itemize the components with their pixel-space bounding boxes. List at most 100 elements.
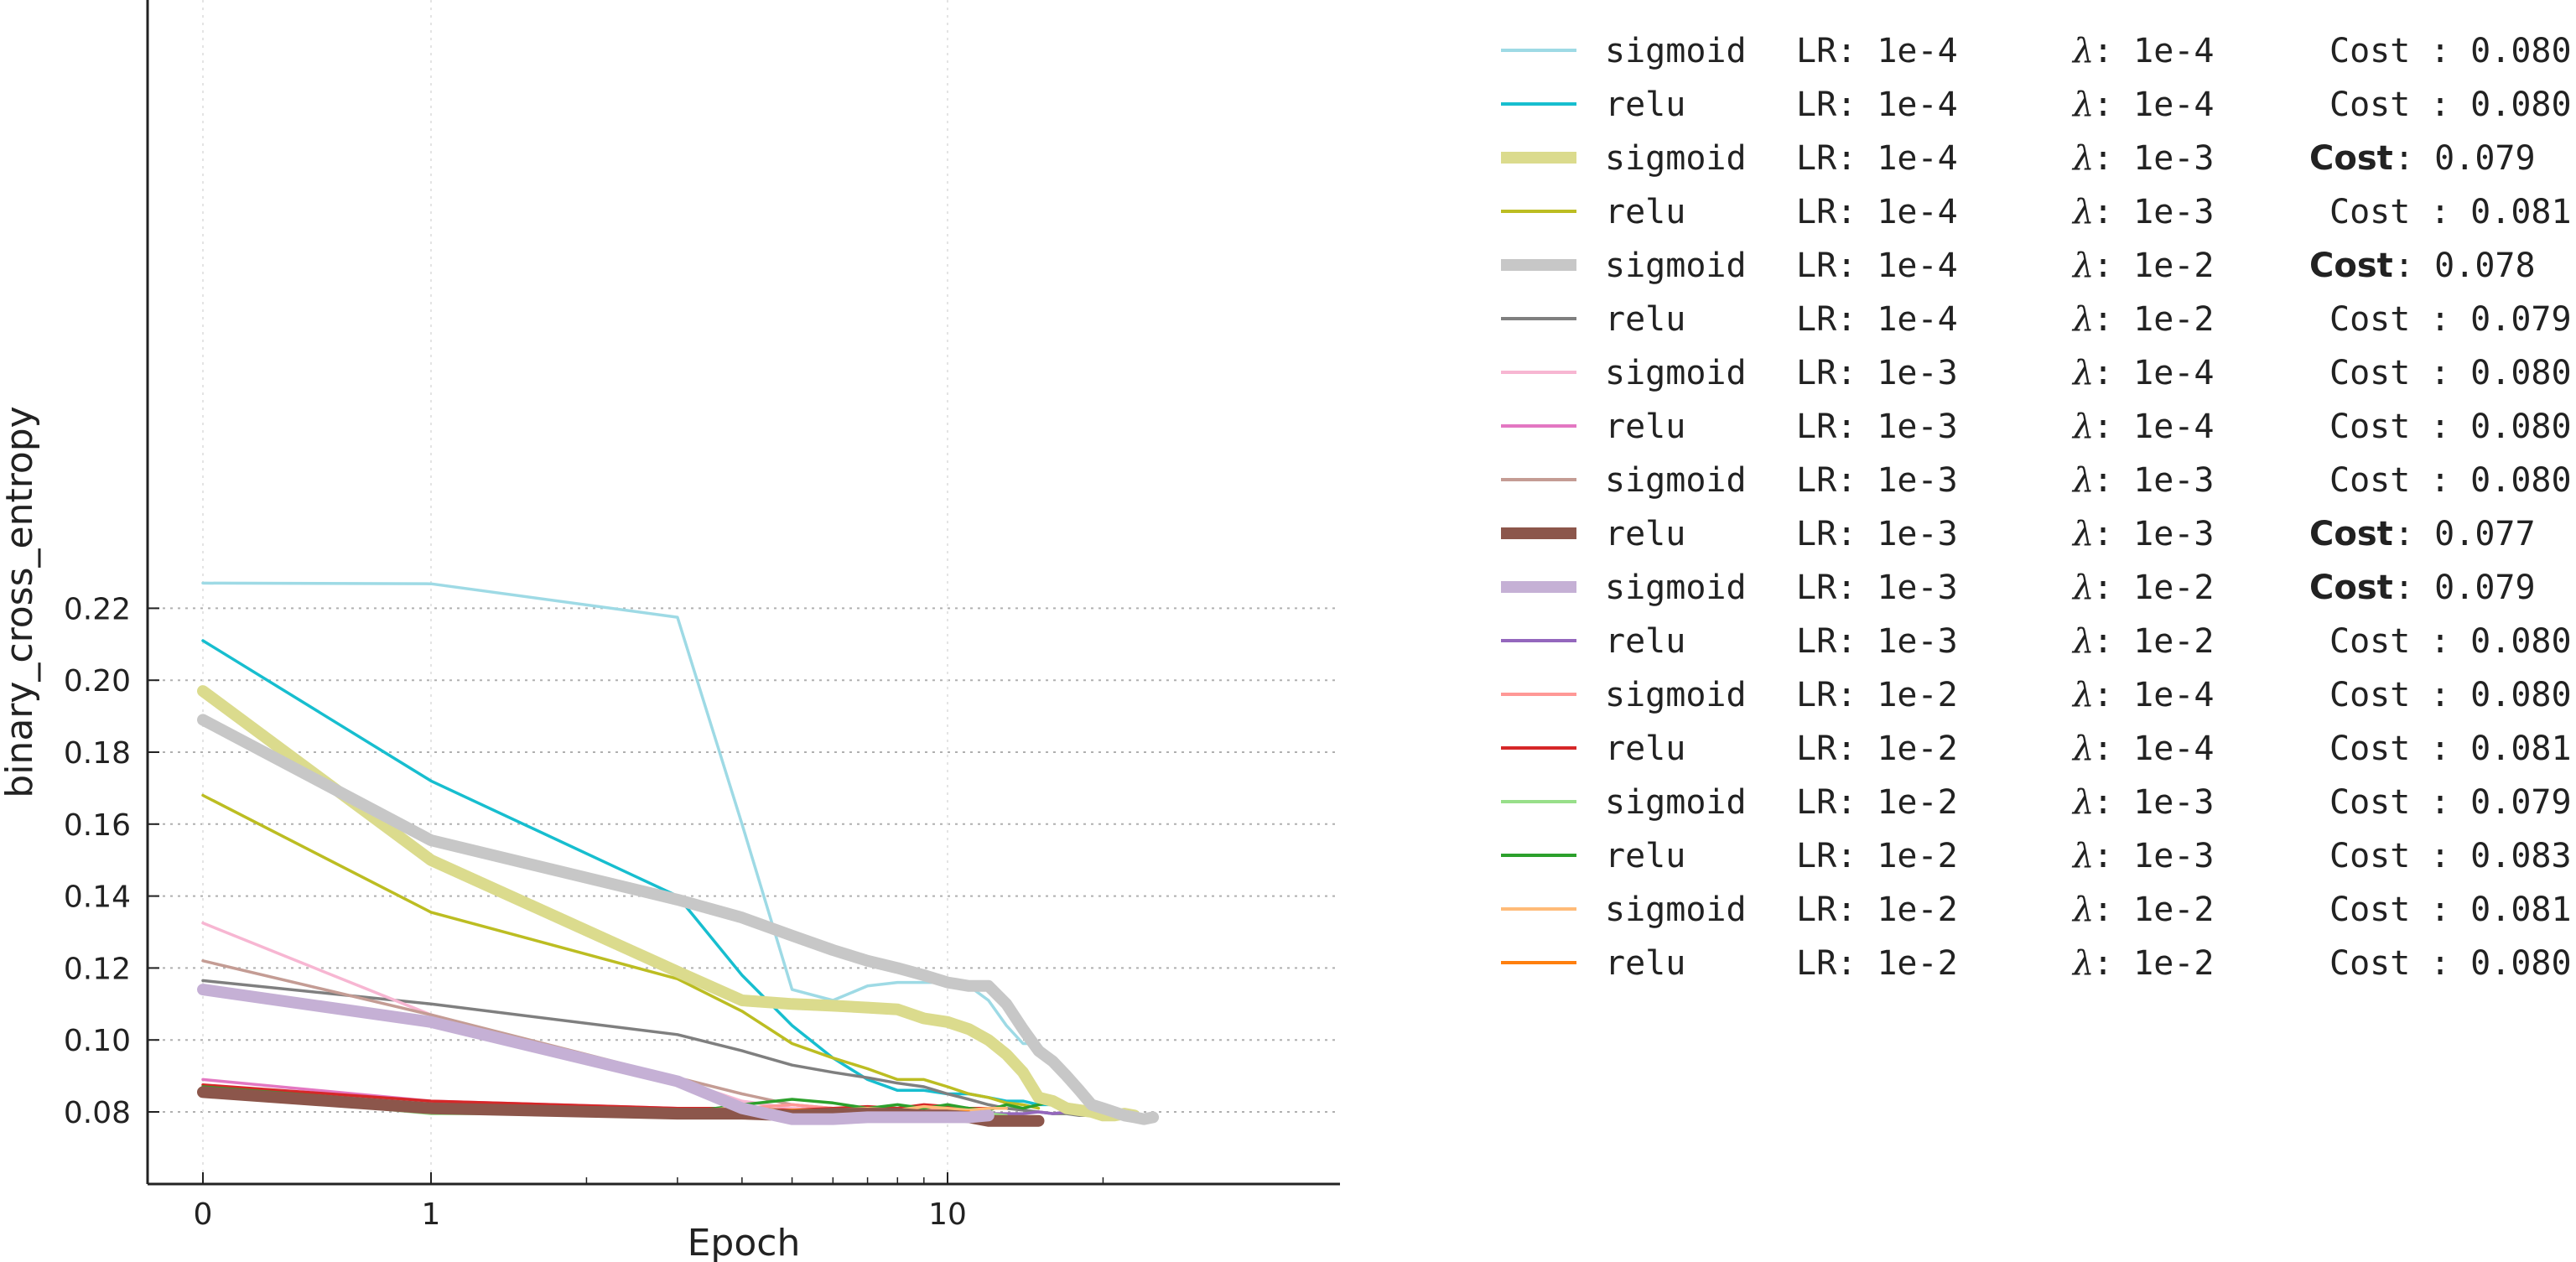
legend-cost-value: : 0.081 [2430,891,2572,929]
legend-lr: LR: 1e-3 [1796,408,1958,446]
legend-entry: sigmoid LR: 1e-2 λ: 1e-3 Cost: 0.079 [1501,783,2572,822]
legend-entry: relu LR: 1e-4 λ: 1e-3 Cost: 0.081 [1501,193,2572,231]
legend-activation: relu [1605,730,1685,768]
legend-activation: relu [1605,837,1685,875]
x-axis-label: Epoch [688,1222,801,1262]
legend-cost-label: Cost [2329,193,2410,231]
legend-cost-value: : 0.081 [2430,730,2572,768]
legend-activation: relu [1605,515,1685,553]
legend-cost-label: Cost [2309,569,2393,607]
legend-activation: sigmoid [1605,891,1747,929]
legend-lambda-value: : 1e-3 [2093,193,2215,231]
legend-cost-label: Cost [2329,944,2410,983]
legend-lambda-value: : 1e-3 [2093,461,2215,500]
legend-entry: sigmoid LR: 1e-4 λ: 1e-4 Cost: 0.080 [1501,32,2572,70]
legend-cost-value: : 0.080 [2430,622,2572,661]
legend-lambda-symbol: λ [2071,408,2094,446]
legend-cost-value: : 0.078 [2394,247,2536,285]
legend-cost-label: Cost [2329,676,2410,714]
legend-lr: LR: 1e-4 [1796,300,1958,339]
legend-cost-label: Cost [2329,461,2410,500]
series-line-11 [197,984,995,1125]
legend-activation: sigmoid [1605,461,1747,500]
legend-lambda-value: : 1e-4 [2093,354,2215,392]
legend-lambda-value: : 1e-3 [2093,139,2215,178]
legend-lr: LR: 1e-4 [1796,193,1958,231]
legend-lambda-value: : 1e-3 [2093,837,2215,875]
legend-cost-value: : 0.079 [2430,783,2572,822]
legend-cost-label: Cost [2329,783,2410,822]
legend-cost-label: Cost [2329,408,2410,446]
legend-cost-label: Cost [2329,300,2410,339]
legend-entry: relu LR: 1e-4 λ: 1e-4 Cost: 0.080 [1501,86,2572,124]
legend-entry: sigmoid LR: 1e-4 λ: 1e-2 Cost: 0.078 [1501,247,2536,285]
legend-cost-value: : 0.080 [2430,354,2572,392]
legend-cost-label: Cost [2329,837,2410,875]
legend-lambda-symbol: λ [2071,32,2094,70]
legend-entry: relu LR: 1e-3 λ: 1e-3 Cost: 0.077 [1501,515,2536,553]
legend-lambda-symbol: λ [2071,86,2094,124]
legend-entry: relu LR: 1e-4 λ: 1e-2 Cost: 0.079 [1501,300,2572,339]
legend-lr: LR: 1e-4 [1796,139,1958,178]
series-line-7 [201,922,990,1114]
x-tick-label: 10 [928,1197,967,1232]
legend-lambda-symbol: λ [2071,354,2094,392]
legend-activation: relu [1605,408,1685,446]
legend-lr: LR: 1e-3 [1796,622,1958,661]
legend-lr: LR: 1e-2 [1796,891,1958,929]
ticks: 0.08 0.10 0.12 0.14 0.16 0.18 0.20 0.22 0 1 10 [64,592,1104,1232]
legend-cost-value: : 0.080 [2430,944,2572,983]
legend-cost-label: Cost [2309,139,2393,178]
legend-activation: sigmoid [1605,676,1747,714]
legend-lambda-value: : 1e-2 [2093,247,2215,285]
legend-lambda-symbol: λ [2071,837,2094,875]
legend-activation: sigmoid [1605,32,1747,70]
x-tick-label: 0 [194,1197,213,1232]
legend-cost-value: : 0.081 [2430,193,2572,231]
legend-lambda-symbol: λ [2071,676,2094,714]
legend-entry: sigmoid LR: 1e-2 λ: 1e-4 Cost: 0.080 [1501,676,2572,714]
legend-entry: sigmoid LR: 1e-4 λ: 1e-3 Cost: 0.079 [1501,139,2536,178]
legend-entry: sigmoid LR: 1e-3 λ: 1e-2 Cost: 0.079 [1501,569,2536,607]
y-tick-label: 0.08 [64,1096,131,1130]
y-tick-label: 0.12 [64,952,131,986]
legend-lr: LR: 1e-4 [1796,86,1958,124]
legend-lambda-value: : 1e-2 [2093,891,2215,929]
legend-lr: LR: 1e-2 [1796,783,1958,822]
legend-activation: sigmoid [1605,247,1747,285]
series-line-1 [201,581,1145,1118]
legend-lr: LR: 1e-2 [1796,944,1958,983]
legend-lambda-symbol: λ [2071,461,2094,500]
y-tick-label: 0.14 [64,880,131,915]
legend-cost-label: Cost [2329,622,2410,661]
legend-activation: relu [1605,86,1685,124]
legend-entry: sigmoid LR: 1e-3 λ: 1e-3 Cost: 0.080 [1501,461,2572,500]
legend-lr: LR: 1e-4 [1796,247,1958,285]
legend-lambda-symbol: λ [2071,193,2094,231]
legend-cost-value: : 0.079 [2394,569,2536,607]
y-tick-label: 0.20 [64,664,131,699]
legend-entry: sigmoid LR: 1e-3 λ: 1e-4 Cost: 0.080 [1501,354,2572,392]
legend-entry: relu LR: 1e-2 λ: 1e-2 Cost: 0.080 [1501,944,2572,983]
legend-cost-value: : 0.080 [2430,408,2572,446]
legend-cost-label: Cost [2329,730,2410,768]
legend-lambda-symbol: λ [2071,783,2094,822]
legend-activation: sigmoid [1605,139,1747,178]
legend-cost-value: : 0.083 [2430,837,2572,875]
legend-cost-label: Cost [2309,247,2393,285]
legend-lambda-value: : 1e-3 [2093,783,2215,822]
legend-lr: LR: 1e-3 [1796,569,1958,607]
legend-entry: relu LR: 1e-2 λ: 1e-4 Cost: 0.081 [1501,730,2572,768]
legend-lambda-symbol: λ [2071,300,2094,339]
legend-activation: relu [1605,300,1685,339]
legend-cost-value: : 0.079 [2394,139,2536,178]
legend-lr: LR: 1e-2 [1796,837,1958,875]
legend-entry: relu LR: 1e-3 λ: 1e-4 Cost: 0.080 [1501,408,2572,446]
legend-activation: relu [1605,622,1685,661]
legend-lambda-symbol: λ [2071,139,2094,178]
legend-cost-value: : 0.077 [2394,515,2536,553]
legend-lambda-value: : 1e-4 [2093,730,2215,768]
x-tick-label: 1 [422,1197,441,1232]
legend-cost-label: Cost [2329,86,2410,124]
